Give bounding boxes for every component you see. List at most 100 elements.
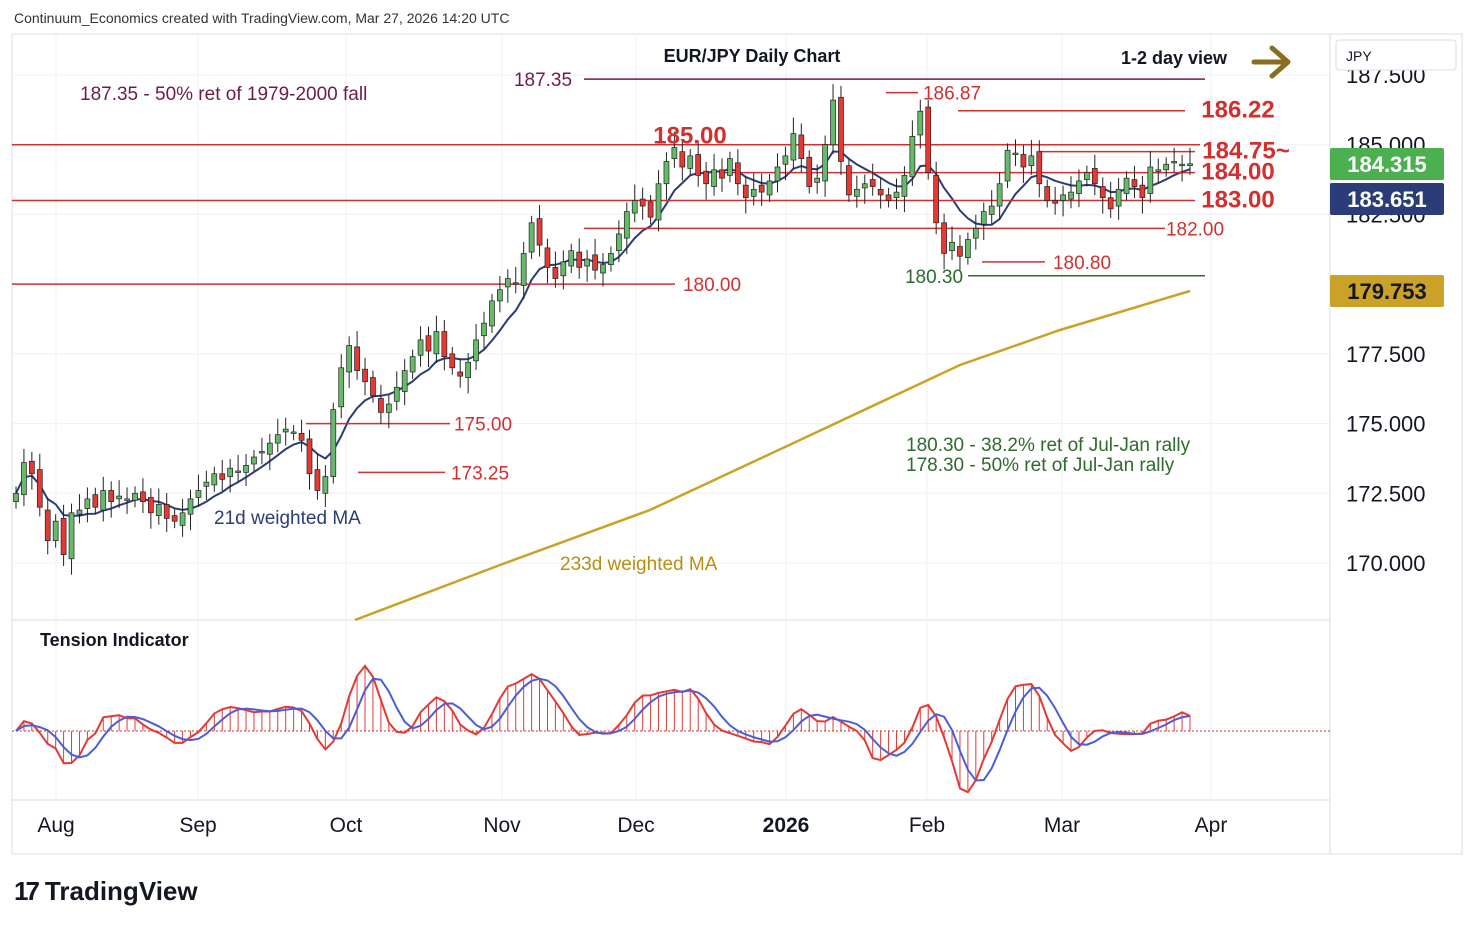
candle-body <box>1076 180 1082 194</box>
candle-body <box>1091 168 1098 185</box>
candle-body <box>512 282 519 285</box>
candle-body <box>1123 177 1130 194</box>
candle-body <box>806 156 813 187</box>
candle-body <box>917 110 924 136</box>
chart-frame <box>11 33 1463 855</box>
candle-body <box>251 456 257 465</box>
candle-body <box>949 241 955 252</box>
candle-body <box>584 258 590 267</box>
currency-box[interactable] <box>1335 39 1457 71</box>
arrow-right-icon <box>1251 45 1291 79</box>
candle-body <box>544 247 551 268</box>
candle-body <box>243 465 249 473</box>
candle-body <box>687 155 694 169</box>
y-tick-label: 175.000 <box>1346 412 1426 437</box>
x-tick-label: Oct <box>330 814 363 837</box>
support-resistance-levels <box>12 78 1205 474</box>
candle-body <box>314 469 321 491</box>
grid <box>12 34 1330 800</box>
candle-body <box>171 515 178 522</box>
candle-body <box>163 504 170 519</box>
candle-body <box>44 509 51 542</box>
annotation-text: 187.35 - 50% ret of 1979-2000 fall <box>80 84 367 105</box>
candle-body <box>68 512 75 560</box>
candle-body <box>465 361 471 378</box>
candle-body <box>417 339 424 356</box>
candle-body <box>965 239 971 258</box>
candle-body <box>853 188 860 197</box>
candle-body <box>933 175 940 224</box>
candle-body <box>489 300 495 327</box>
candle-body <box>362 368 368 383</box>
price-badge-label: 183.651 <box>1347 187 1427 212</box>
candle-body <box>719 169 725 179</box>
tradingview-logo[interactable]: 17 TradingView <box>14 876 198 907</box>
candle-body <box>822 144 828 182</box>
candle-body <box>576 251 583 268</box>
level-label: 180.80 <box>1053 253 1111 274</box>
candle-body <box>750 188 757 197</box>
candle-body <box>1052 200 1058 204</box>
candle-body <box>957 246 963 257</box>
y-tick-label: 170.000 <box>1346 551 1426 576</box>
candle-body <box>520 253 527 286</box>
candle-body <box>711 169 717 187</box>
candle-body <box>600 264 606 274</box>
candle-body <box>1036 151 1043 185</box>
candle-body <box>790 133 797 161</box>
candle-body <box>306 438 313 475</box>
candle-body <box>108 490 115 503</box>
candle-body <box>735 162 741 185</box>
candle-body <box>393 386 400 402</box>
candle-body <box>473 339 479 362</box>
level-label: 182.00 <box>1166 219 1224 240</box>
candles <box>13 84 1193 575</box>
candle-body <box>1020 154 1027 168</box>
candle-body <box>877 188 884 196</box>
candle-body <box>1171 161 1177 164</box>
level-label: 186.87 <box>923 84 981 105</box>
candle-body <box>671 147 678 160</box>
candle-body <box>148 497 154 514</box>
candle-body <box>560 261 567 277</box>
candle-body <box>132 492 138 501</box>
candle-body <box>433 331 440 355</box>
candle-body <box>774 166 781 182</box>
x-tick-label: Dec <box>617 814 654 837</box>
candle-body <box>814 177 821 183</box>
level-label: 187.35 <box>514 70 572 91</box>
candle-body <box>60 518 67 555</box>
candle-body <box>155 504 162 516</box>
candle-body <box>1139 184 1146 199</box>
candle-body <box>124 498 130 501</box>
candle-body <box>140 491 146 503</box>
candle-body <box>885 194 892 201</box>
moving-averages <box>15 150 1191 622</box>
level-label: 186.22 <box>1201 97 1274 124</box>
price-badge <box>1330 183 1444 215</box>
candle-body <box>1099 186 1106 199</box>
candle-body <box>52 520 59 542</box>
price-badge <box>1330 275 1444 307</box>
candle-body <box>647 201 654 218</box>
x-tick-label: Nov <box>483 814 521 837</box>
candle-body <box>282 428 289 433</box>
candle-body <box>742 184 749 199</box>
x-tick-label: Apr <box>1195 814 1228 837</box>
candle-body <box>203 481 210 487</box>
ma-233d-line <box>354 289 1191 622</box>
candle-body <box>29 460 35 475</box>
candle-body <box>782 155 789 165</box>
candle-body <box>1163 163 1170 171</box>
tradingview-logo-mark: 17 <box>14 876 40 906</box>
candle-body <box>1115 188 1122 207</box>
price-badge-label: 179.753 <box>1347 279 1427 304</box>
level-label: 173.25 <box>451 463 509 484</box>
candle-body <box>528 222 535 253</box>
candle-body <box>235 470 241 473</box>
level-label: 175.00 <box>454 415 512 436</box>
candle-body <box>972 228 979 239</box>
candle-body <box>639 198 646 207</box>
candle-body <box>988 205 995 215</box>
